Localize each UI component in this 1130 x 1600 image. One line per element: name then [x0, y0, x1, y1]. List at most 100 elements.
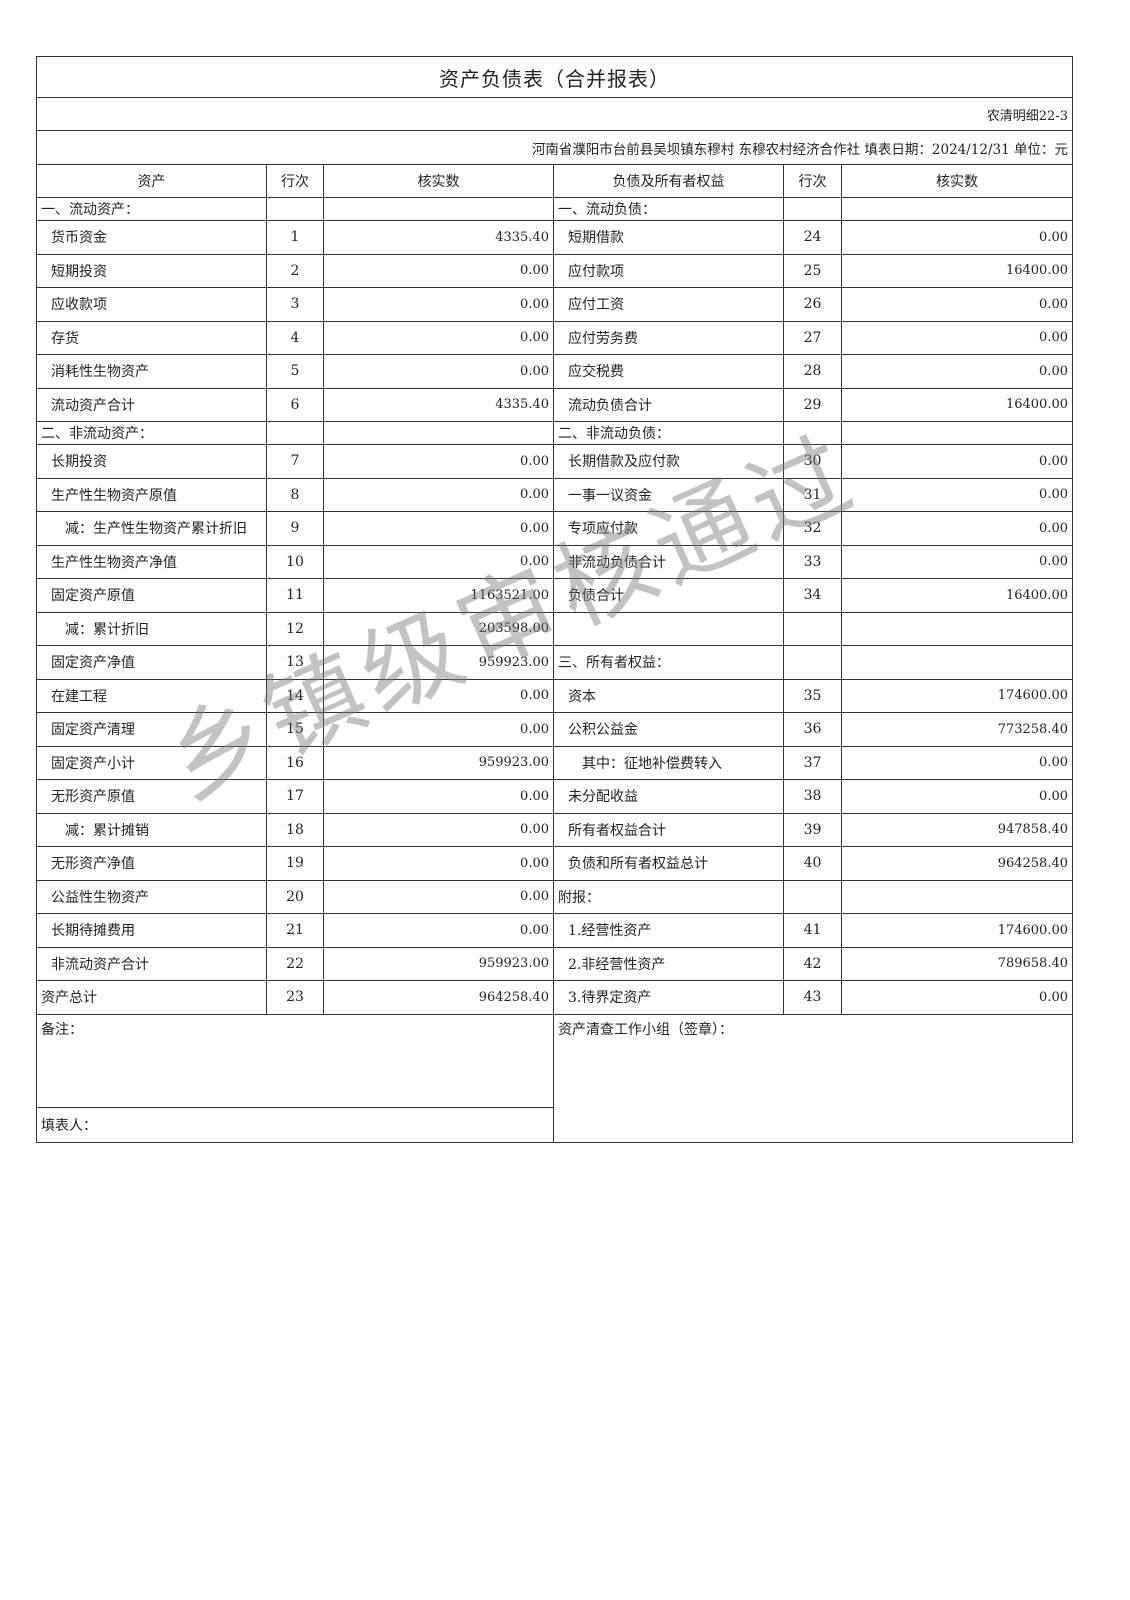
asset-label: 长期投资 — [36, 444, 267, 479]
asset-line-no: 16 — [266, 745, 324, 780]
table-row: 公益性生物资产 20 0.00 附报： — [36, 879, 1073, 914]
asset-amount — [323, 197, 554, 221]
liability-amount: 0.00 — [841, 220, 1073, 255]
asset-amount: 0.00 — [323, 354, 554, 389]
asset-label: 在建工程 — [36, 678, 267, 713]
liability-label: 专项应付款 — [553, 511, 784, 546]
asset-amount: 1163521.00 — [323, 578, 554, 613]
liability-line-no: 28 — [783, 354, 842, 389]
liability-amount: 0.00 — [841, 444, 1073, 479]
asset-line-no: 11 — [266, 578, 324, 613]
asset-amount: 0.00 — [323, 879, 554, 914]
liability-label: 应付工资 — [553, 287, 784, 322]
asset-label: 消耗性生物资产 — [36, 354, 267, 389]
asset-label: 固定资产原值 — [36, 578, 267, 613]
asset-label: 长期待摊费用 — [36, 913, 267, 948]
asset-label: 无形资产原值 — [36, 779, 267, 814]
table-row: 固定资产原值 11 1163521.00 负债合计 34 16400.00 — [36, 578, 1073, 613]
table-row: 货币资金 1 4335.40 短期借款 24 0.00 — [36, 220, 1073, 255]
liability-label: 长期借款及应付款 — [553, 444, 784, 479]
asset-label: 生产性生物资产原值 — [36, 477, 267, 512]
asset-line-no: 8 — [266, 477, 324, 512]
asset-line-no: 2 — [266, 253, 324, 288]
asset-line-no: 6 — [266, 387, 324, 422]
asset-line-no: 1 — [266, 220, 324, 255]
liability-line-no: 37 — [783, 745, 842, 780]
header-line: 行次 — [266, 164, 324, 198]
liability-amount: 789658.40 — [841, 946, 1073, 981]
asset-line-no — [266, 197, 324, 221]
liability-line-no: 32 — [783, 511, 842, 546]
liability-label: 负债合计 — [553, 578, 784, 613]
asset-line-no: 9 — [266, 511, 324, 546]
liability-amount — [841, 645, 1073, 680]
asset-label: 固定资产清理 — [36, 712, 267, 747]
liability-amount — [841, 197, 1073, 221]
table-row: 应收款项 3 0.00 应付工资 26 0.00 — [36, 287, 1073, 322]
liability-amount: 16400.00 — [841, 578, 1073, 613]
liability-amount: 16400.00 — [841, 253, 1073, 288]
liability-label: 非流动负债合计 — [553, 544, 784, 579]
liability-line-no: 33 — [783, 544, 842, 579]
liability-line-no: 35 — [783, 678, 842, 713]
table-row: 非流动资产合计 22 959923.00 2.非经营性资产 42 789658.40 — [36, 946, 1073, 981]
asset-label: 货币资金 — [36, 220, 267, 255]
table-row: 存货 4 0.00 应付劳务费 27 0.00 — [36, 320, 1073, 355]
liability-label: 附报： — [553, 879, 784, 914]
liability-amount — [841, 421, 1073, 445]
liability-amount: 0.00 — [841, 544, 1073, 579]
liability-label: 资本 — [553, 678, 784, 713]
liability-line-no: 39 — [783, 812, 842, 847]
liability-label: 一、流动负债： — [553, 197, 784, 221]
table-row: 减：累计折旧 12 203598.00 — [36, 611, 1073, 646]
table-row: 消耗性生物资产 5 0.00 应交税费 28 0.00 — [36, 354, 1073, 389]
liability-line-no: 43 — [783, 980, 842, 1015]
liability-amount: 0.00 — [841, 980, 1073, 1015]
header-row: 资产 行次 核实数 负债及所有者权益 行次 核实数 — [36, 164, 1073, 198]
asset-amount: 959923.00 — [323, 946, 554, 981]
liability-amount — [841, 611, 1073, 646]
asset-label: 短期投资 — [36, 253, 267, 288]
asset-amount: 959923.00 — [323, 745, 554, 780]
liability-line-no: 31 — [783, 477, 842, 512]
table-row: 资产总计 23 964258.40 3.待界定资产 43 0.00 — [36, 980, 1073, 1015]
asset-amount: 0.00 — [323, 320, 554, 355]
asset-label: 非流动资产合计 — [36, 946, 267, 981]
liability-amount: 0.00 — [841, 354, 1073, 389]
table-row: 减：生产性生物资产累计折旧 9 0.00 专项应付款 32 0.00 — [36, 511, 1073, 546]
asset-line-no: 5 — [266, 354, 324, 389]
header-asset: 资产 — [36, 164, 267, 198]
table-row: 流动资产合计 6 4335.40 流动负债合计 29 16400.00 — [36, 387, 1073, 422]
liability-label — [553, 611, 784, 646]
liability-label: 三、所有者权益： — [553, 645, 784, 680]
table-row: 固定资产清理 15 0.00 公积公益金 36 773258.40 — [36, 712, 1073, 747]
liability-line-no — [783, 645, 842, 680]
asset-amount: 0.00 — [323, 846, 554, 881]
asset-amount: 203598.00 — [323, 611, 554, 646]
asset-label: 减：累计折旧 — [36, 611, 267, 646]
liability-amount: 0.00 — [841, 320, 1073, 355]
liability-label: 未分配收益 — [553, 779, 784, 814]
table-row: 在建工程 14 0.00 资本 35 174600.00 — [36, 678, 1073, 713]
liability-line-no: 41 — [783, 913, 842, 948]
asset-line-no: 7 — [266, 444, 324, 479]
liability-amount: 174600.00 — [841, 913, 1073, 948]
liability-line-no: 24 — [783, 220, 842, 255]
liability-line-no: 30 — [783, 444, 842, 479]
asset-amount: 0.00 — [323, 779, 554, 814]
asset-line-no: 18 — [266, 812, 324, 847]
liability-amount: 947858.40 — [841, 812, 1073, 847]
asset-amount: 0.00 — [323, 913, 554, 948]
liability-amount: 0.00 — [841, 287, 1073, 322]
balance-sheet-table: 资产负债表（合并报表） 农清明细22-3 河南省濮阳市台前县吴坝镇东穆村 东穆农… — [36, 56, 1073, 1143]
remarks-field: 备注： — [36, 1013, 554, 1108]
asset-line-no: 19 — [266, 846, 324, 881]
liability-label: 所有者权益合计 — [553, 812, 784, 847]
table-row: 长期待摊费用 21 0.00 1.经营性资产 41 174600.00 — [36, 913, 1073, 948]
header-amount: 核实数 — [323, 164, 554, 198]
liability-label: 二、非流动负债： — [553, 421, 784, 445]
liability-label: 短期借款 — [553, 220, 784, 255]
asset-amount: 4335.40 — [323, 220, 554, 255]
liability-label: 负债和所有者权益总计 — [553, 846, 784, 881]
audit-group-signature: 资产清查工作小组（签章）： — [553, 1013, 1073, 1143]
